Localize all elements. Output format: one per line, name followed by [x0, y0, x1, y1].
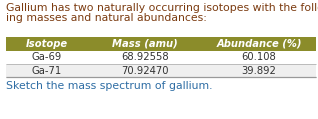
- Text: Sketch the mass spectrum of gallium.: Sketch the mass spectrum of gallium.: [6, 81, 212, 91]
- Text: Mass (amu): Mass (amu): [112, 39, 178, 49]
- Text: 68.92558: 68.92558: [121, 52, 169, 62]
- Text: Ga-69: Ga-69: [32, 52, 62, 62]
- Text: Gallium has two naturally occurring isotopes with the follow-: Gallium has two naturally occurring isot…: [6, 3, 318, 13]
- Text: 60.108: 60.108: [242, 52, 276, 62]
- Text: ing masses and natural abundances:: ing masses and natural abundances:: [6, 13, 207, 23]
- Text: 70.92470: 70.92470: [121, 65, 169, 75]
- Text: Ga-71: Ga-71: [32, 65, 62, 75]
- Text: 39.892: 39.892: [242, 65, 276, 75]
- Text: Isotope: Isotope: [26, 39, 68, 49]
- Bar: [6, 64, 316, 77]
- Text: Abundance (%): Abundance (%): [216, 39, 302, 49]
- Bar: [6, 51, 316, 64]
- Bar: [6, 37, 316, 51]
